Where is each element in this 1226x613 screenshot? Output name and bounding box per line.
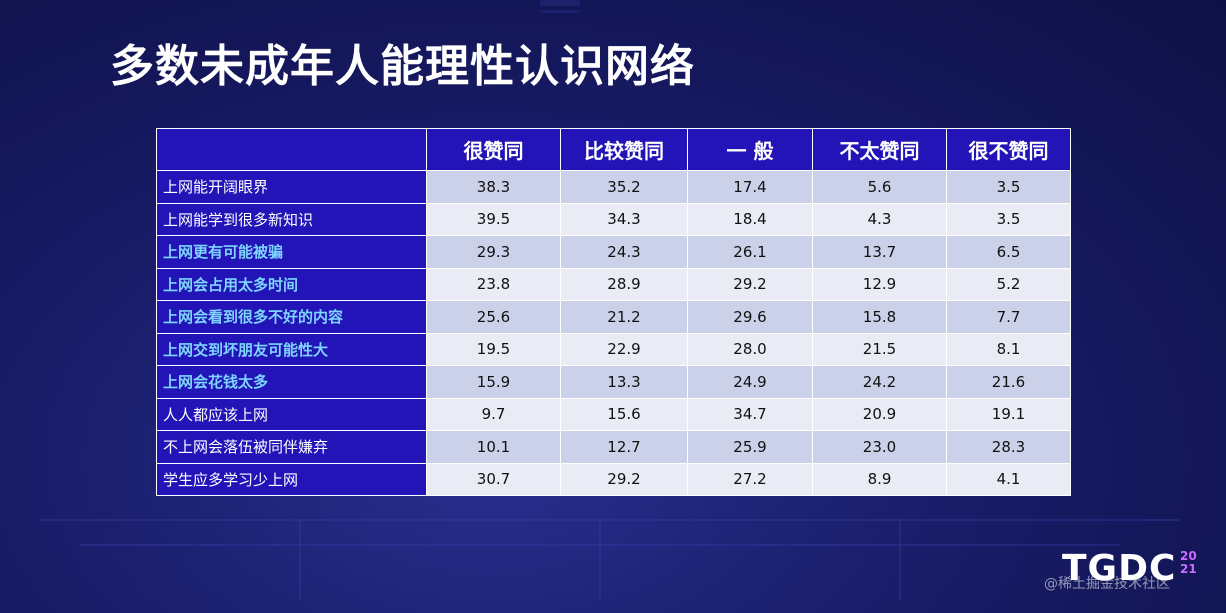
table-cell: 13.3	[560, 365, 688, 399]
table-row: 上网能开阔眼界 38.3 35.2 17.4 5.6 3.5	[156, 170, 1071, 204]
logo-year-bottom: 21	[1180, 562, 1197, 576]
table-cell: 19.5	[426, 332, 561, 366]
table-cell: 15.9	[426, 365, 561, 399]
table-row: 上网会看到很多不好的内容 25.6 21.2 29.6 15.8 7.7	[156, 300, 1071, 334]
table-cell: 6.5	[946, 235, 1071, 269]
table-cell: 20.9	[812, 397, 947, 431]
table-cell: 21.5	[812, 332, 947, 366]
table-cell: 27.2	[687, 462, 813, 496]
table-cell: 35.2	[560, 170, 688, 204]
table-cell: 13.7	[812, 235, 947, 269]
table-cell: 12.7	[560, 430, 688, 464]
table-row: 上网能学到很多新知识 39.5 34.3 18.4 4.3 3.5	[156, 202, 1071, 236]
table-cell: 3.5	[946, 202, 1071, 236]
table-cell: 8.9	[812, 462, 947, 496]
table-row: 学生应多学习少上网 30.7 29.2 27.2 8.9 4.1	[156, 462, 1071, 496]
table-cell: 30.7	[426, 462, 561, 496]
table-row: 上网会占用太多时间 23.8 28.9 29.2 12.9 5.2	[156, 267, 1071, 301]
table-cell: 3.5	[946, 170, 1071, 204]
table-row: 上网会花钱太多 15.9 13.3 24.9 24.2 21.6	[156, 365, 1071, 399]
table-cell: 4.1	[946, 462, 1071, 496]
table-header-row: 很赞同 比较赞同 一 般 不太赞同 很不赞同	[156, 128, 1071, 171]
table-row: 不上网会落伍被同伴嫌弃 10.1 12.7 25.9 23.0 28.3	[156, 430, 1071, 464]
table-cell: 25.6	[426, 300, 561, 334]
table-cell: 29.2	[687, 267, 813, 301]
table-row: 上网更有可能被骗 29.3 24.3 26.1 13.7 6.5	[156, 235, 1071, 269]
table-row: 人人都应该上网 9.7 15.6 34.7 20.9 19.1	[156, 397, 1071, 431]
row-label: 上网会花钱太多	[156, 365, 427, 399]
table-cell: 19.1	[946, 397, 1071, 431]
table-cell: 28.9	[560, 267, 688, 301]
table-cell: 23.0	[812, 430, 947, 464]
watermark: @稀土掘金技术社区	[1044, 576, 1170, 592]
column-header: 比较赞同	[560, 128, 688, 171]
row-label: 不上网会落伍被同伴嫌弃	[156, 430, 427, 464]
table-cell: 39.5	[426, 202, 561, 236]
table-cell: 29.2	[560, 462, 688, 496]
row-label: 上网会占用太多时间	[156, 267, 427, 301]
table-cell: 7.7	[946, 300, 1071, 334]
table-cell: 24.9	[687, 365, 813, 399]
table-cell: 12.9	[812, 267, 947, 301]
table-cell: 5.2	[946, 267, 1071, 301]
column-header: 不太赞同	[812, 128, 947, 171]
row-label: 人人都应该上网	[156, 397, 427, 431]
table-cell: 25.9	[687, 430, 813, 464]
logo-year-top: 20	[1180, 549, 1197, 563]
table-cell: 15.6	[560, 397, 688, 431]
row-label: 上网会看到很多不好的内容	[156, 300, 427, 334]
table-cell: 38.3	[426, 170, 561, 204]
column-header: 很不赞同	[946, 128, 1071, 171]
table-cell: 24.3	[560, 235, 688, 269]
column-header: 一 般	[687, 128, 813, 171]
table-cell: 34.3	[560, 202, 688, 236]
table-cell: 10.1	[426, 430, 561, 464]
page-title: 多数未成年人能理性认识网络	[110, 41, 695, 92]
table-cell: 24.2	[812, 365, 947, 399]
row-label: 上网能学到很多新知识	[156, 202, 427, 236]
logo-year: 20 21	[1180, 550, 1204, 576]
table-cell: 9.7	[426, 397, 561, 431]
table-cell: 5.6	[812, 170, 947, 204]
row-label: 上网能开阔眼界	[156, 170, 427, 204]
table-cell: 23.8	[426, 267, 561, 301]
row-label: 学生应多学习少上网	[156, 462, 427, 496]
table-cell: 4.3	[812, 202, 947, 236]
column-header: 很赞同	[426, 128, 561, 171]
table-row: 上网交到坏朋友可能性大 19.5 22.9 28.0 21.5 8.1	[156, 332, 1071, 366]
table-cell: 28.0	[687, 332, 813, 366]
table-cell: 28.3	[946, 430, 1071, 464]
table-cell: 8.1	[946, 332, 1071, 366]
table-cell: 15.8	[812, 300, 947, 334]
row-label: 上网更有可能被骗	[156, 235, 427, 269]
table-cell: 21.2	[560, 300, 688, 334]
tgdc-logo: TGDC	[1062, 548, 1177, 589]
table-cell: 21.6	[946, 365, 1071, 399]
table-cell: 29.6	[687, 300, 813, 334]
table-cell: 17.4	[687, 170, 813, 204]
table-cell: 22.9	[560, 332, 688, 366]
table-cell: 26.1	[687, 235, 813, 269]
row-label: 上网交到坏朋友可能性大	[156, 332, 427, 366]
table-cell: 18.4	[687, 202, 813, 236]
table-corner-cell	[156, 128, 427, 171]
table-cell: 29.3	[426, 235, 561, 269]
table-cell: 34.7	[687, 397, 813, 431]
survey-table: 很赞同 比较赞同 一 般 不太赞同 很不赞同 上网能开阔眼界 38.3 35.2 17…	[156, 128, 1071, 496]
